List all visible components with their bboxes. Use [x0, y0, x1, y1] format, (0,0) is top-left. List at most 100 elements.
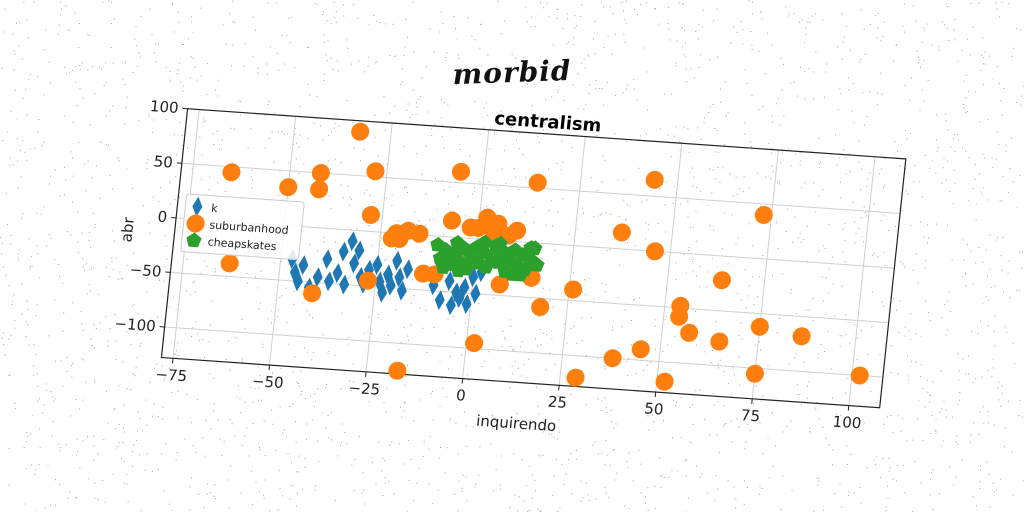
x-tick — [558, 385, 560, 391]
data-point — [298, 255, 309, 276]
data-point — [394, 267, 405, 288]
data-point — [754, 205, 773, 224]
data-point — [451, 282, 462, 303]
x-tick — [365, 371, 367, 377]
data-point — [451, 262, 467, 278]
plot-frame — [160, 108, 907, 409]
legend-label: suburbanhood — [209, 219, 289, 237]
x-tick-label: 0 — [455, 386, 466, 405]
data-point — [339, 274, 350, 295]
data-point — [434, 290, 445, 310]
data-point — [850, 366, 869, 385]
series-3 — [430, 234, 545, 282]
x-tick-label: −50 — [251, 372, 284, 392]
x-gridline — [655, 143, 683, 393]
data-point — [461, 294, 472, 315]
x-tick — [171, 358, 174, 364]
data-point — [710, 332, 729, 351]
data-point — [603, 349, 622, 368]
data-point — [322, 249, 333, 270]
data-point — [490, 275, 509, 294]
data-point — [531, 298, 550, 317]
data-point — [279, 178, 298, 197]
x-tick — [654, 392, 657, 398]
data-point — [338, 241, 349, 262]
data-point — [670, 307, 689, 326]
data-point — [332, 263, 343, 284]
y-axis-label: abr — [117, 216, 138, 243]
data-point — [388, 361, 407, 380]
x-tick-label: 25 — [547, 393, 568, 412]
data-point — [396, 280, 407, 301]
data-point — [323, 271, 334, 292]
data-point — [489, 214, 508, 233]
data-point — [566, 368, 585, 387]
data-point — [792, 327, 811, 346]
data-point — [311, 164, 330, 182]
data-point — [512, 266, 529, 282]
data-point — [310, 180, 329, 199]
data-point — [528, 173, 547, 192]
data-point — [372, 254, 383, 275]
y-tick-label: 0 — [157, 208, 168, 227]
data-point — [392, 250, 403, 271]
data-point — [312, 267, 323, 288]
data-point — [745, 364, 764, 383]
data-point — [612, 223, 631, 242]
data-point — [366, 162, 385, 181]
x-tick-label: −25 — [348, 379, 381, 399]
data-point — [655, 372, 674, 391]
x-tick — [268, 365, 271, 371]
x-axis-label: inquirendo — [475, 412, 557, 435]
data-point — [347, 231, 358, 252]
data-point — [435, 259, 452, 275]
data-point — [468, 267, 479, 288]
data-point — [492, 235, 508, 251]
data-point — [403, 259, 413, 280]
data-point — [680, 323, 699, 342]
x-tick-label: −75 — [155, 365, 188, 385]
data-point — [383, 264, 393, 285]
legend-item: suburbanhood — [186, 214, 289, 237]
legend-marker — [186, 214, 205, 233]
data-marks — [220, 122, 869, 391]
data-point — [220, 254, 239, 273]
legend-marker — [186, 232, 202, 248]
data-point — [529, 257, 545, 272]
data-point — [349, 253, 360, 274]
data-point — [292, 271, 303, 292]
x-tick-label: 75 — [740, 406, 761, 425]
data-point — [459, 277, 470, 298]
data-point — [351, 122, 370, 141]
x-tick — [751, 398, 753, 404]
data-point — [358, 271, 377, 290]
data-point — [750, 317, 769, 336]
data-point — [377, 282, 388, 303]
data-point — [631, 340, 650, 359]
x-tick — [461, 378, 464, 384]
chart-container: −75 −50 −25 0 25 50 75 100 −100 −50 0 50 100 central… — [102, 85, 928, 498]
data-point — [712, 271, 731, 290]
x-tick-label: 100 — [832, 413, 862, 433]
data-point — [465, 334, 484, 353]
y-gridline — [170, 271, 889, 324]
data-point — [289, 262, 300, 283]
y-tick-label: 50 — [153, 152, 174, 171]
legend-label: cheapskates — [207, 235, 277, 253]
legend-marker — [192, 196, 203, 217]
data-point — [645, 242, 664, 261]
legend-item: k — [192, 196, 219, 217]
data-point — [354, 240, 365, 261]
data-point — [508, 221, 527, 240]
data-point — [457, 241, 473, 256]
series-2 — [220, 122, 869, 391]
data-point — [361, 205, 380, 224]
data-point — [444, 270, 455, 291]
data-point — [564, 280, 583, 299]
x-gridline — [848, 156, 876, 406]
data-point — [470, 283, 481, 304]
x-tick — [847, 405, 850, 411]
data-point — [385, 275, 396, 296]
y-tick-label: −100 — [114, 314, 157, 335]
